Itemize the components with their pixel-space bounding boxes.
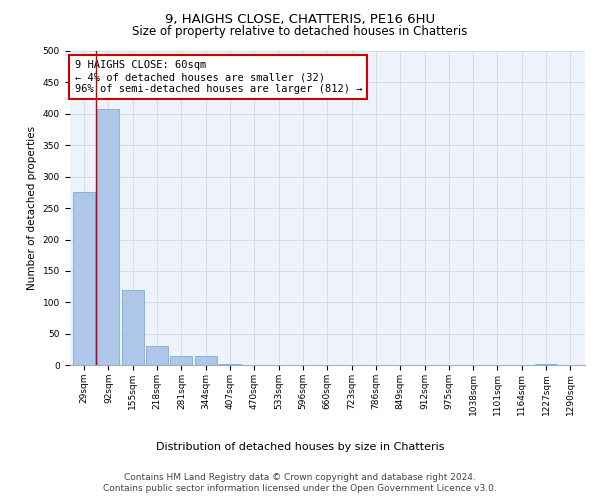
- Bar: [73, 192, 95, 365]
- Y-axis label: Number of detached properties: Number of detached properties: [27, 126, 37, 290]
- Text: Distribution of detached houses by size in Chatteris: Distribution of detached houses by size …: [156, 442, 444, 452]
- Bar: [219, 364, 241, 365]
- Text: 9 HAIGHS CLOSE: 60sqm
← 4% of detached houses are smaller (32)
96% of semi-detac: 9 HAIGHS CLOSE: 60sqm ← 4% of detached h…: [74, 60, 362, 94]
- Text: 9, HAIGHS CLOSE, CHATTERIS, PE16 6HU: 9, HAIGHS CLOSE, CHATTERIS, PE16 6HU: [165, 12, 435, 26]
- Bar: [146, 346, 168, 365]
- Bar: [122, 290, 143, 365]
- Bar: [170, 356, 193, 365]
- Bar: [195, 356, 217, 365]
- Text: Contains public sector information licensed under the Open Government Licence v3: Contains public sector information licen…: [103, 484, 497, 493]
- Text: Contains HM Land Registry data © Crown copyright and database right 2024.: Contains HM Land Registry data © Crown c…: [124, 472, 476, 482]
- Text: Size of property relative to detached houses in Chatteris: Size of property relative to detached ho…: [133, 25, 467, 38]
- Bar: [535, 364, 557, 365]
- Bar: [97, 110, 119, 365]
